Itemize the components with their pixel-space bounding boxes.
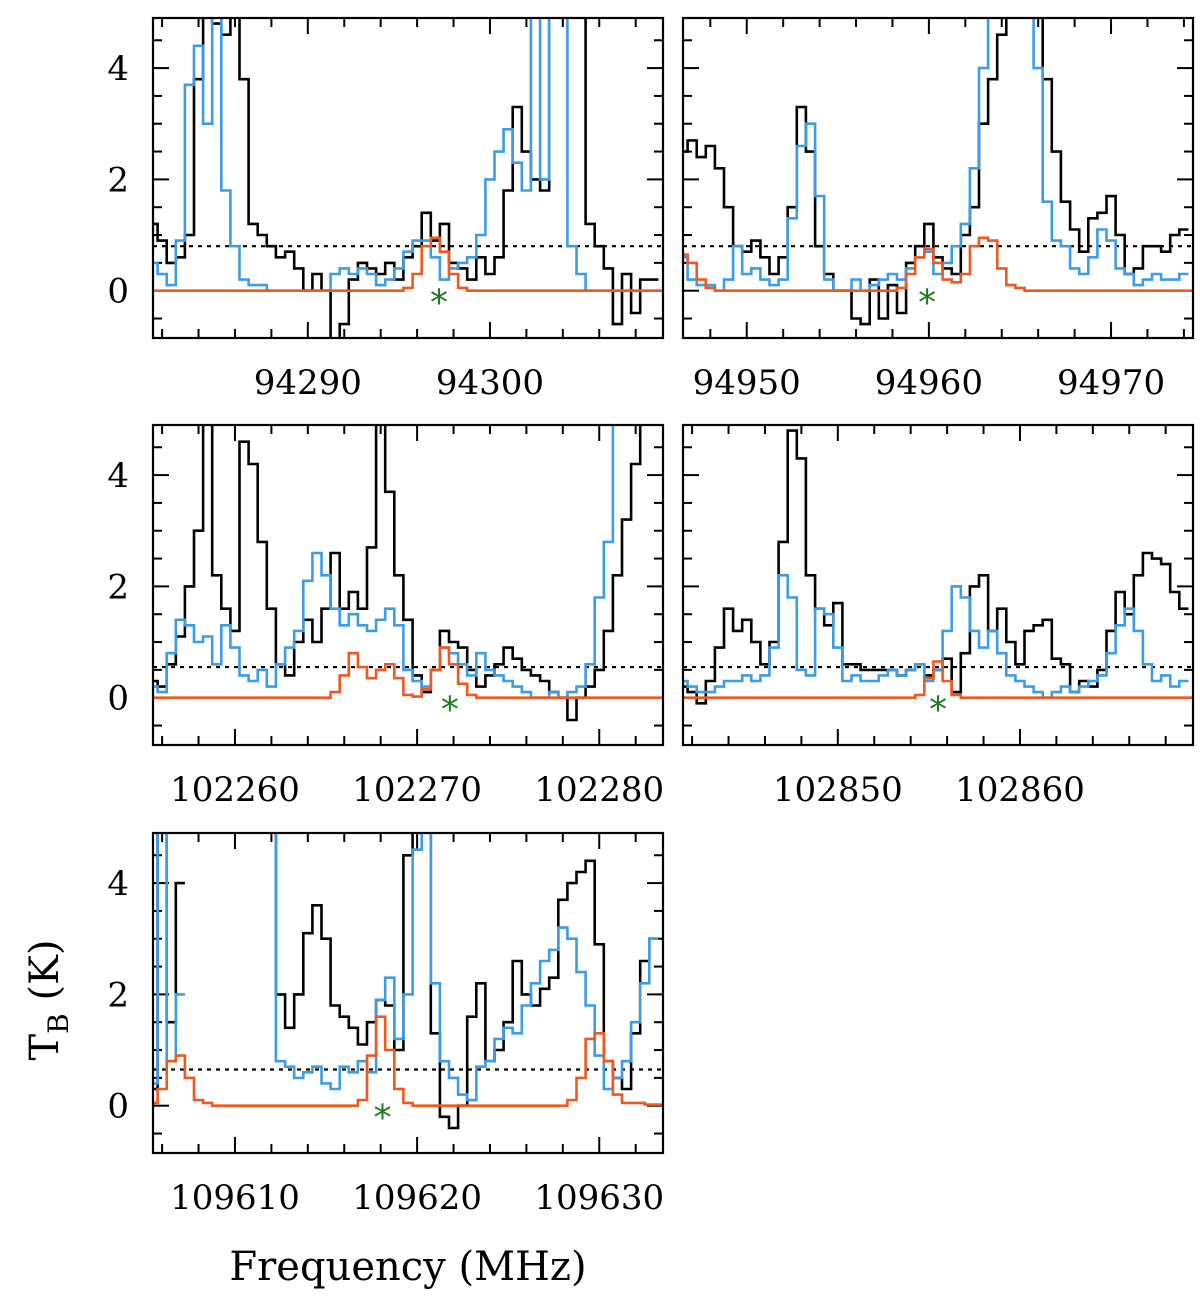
y-tick-label: 2 <box>107 567 129 607</box>
panel-frame <box>681 423 1195 747</box>
panel-1: 94290 94300 0 2 4 * <box>107 16 665 403</box>
panel-5: 109610 109620 109630 0 2 4 * <box>107 831 665 1218</box>
y-tick-label: 0 <box>107 1087 129 1127</box>
y-tick-label: 4 <box>107 456 129 496</box>
series-molecule-model <box>683 236 1193 292</box>
x-tick-label: 94970 <box>1057 363 1165 403</box>
transition-marker: * <box>918 283 936 324</box>
transition-marker: * <box>441 690 459 731</box>
x-axis-label: Frequency (MHz) <box>229 1244 586 1290</box>
series-observed <box>153 18 659 338</box>
y-tick-label: 2 <box>107 975 129 1015</box>
panel-2: 94950 94960 94970 * <box>681 16 1195 403</box>
panel-4: 102850 102860* <box>681 423 1195 810</box>
x-tick-label: 109620 <box>352 1178 482 1218</box>
x-tick-label: 94950 <box>693 363 801 403</box>
series-molecule-model <box>683 660 1193 699</box>
series-molecule-model <box>153 646 663 699</box>
y-tick-label: 4 <box>107 864 129 904</box>
panel-frame <box>151 423 665 747</box>
panel-frame <box>681 16 1195 340</box>
series-all-species-model <box>153 833 659 1102</box>
x-tick-label: 94300 <box>436 363 544 403</box>
series-observed <box>153 833 659 1130</box>
series-all-species-model <box>153 18 659 292</box>
panel-frame <box>151 16 665 340</box>
ticks <box>153 833 663 1153</box>
series-observed <box>153 425 642 722</box>
y-axis-label: TB (K) <box>22 939 75 1060</box>
ticks <box>683 18 1193 338</box>
y-tick-label: 2 <box>107 160 129 200</box>
x-tick-label: 102860 <box>955 770 1085 810</box>
series-observed <box>683 18 1189 326</box>
ticks <box>683 425 1193 745</box>
x-tick-label: 94960 <box>875 363 983 403</box>
transition-marker: * <box>929 690 947 731</box>
x-tick-label: 102270 <box>352 770 482 810</box>
ticks <box>153 18 663 338</box>
y-tick-label: 0 <box>107 272 129 312</box>
x-tick-label: 102280 <box>534 770 664 810</box>
x-tick-label: 102260 <box>170 770 300 810</box>
panel-3: 102260 102270 102280 0 2 4 * <box>107 423 665 810</box>
x-tick-label: 109630 <box>534 1178 664 1218</box>
x-tick-label: 94290 <box>254 363 362 403</box>
transition-marker: * <box>430 283 448 324</box>
x-tick-label: 109610 <box>170 1178 300 1218</box>
x-tick-label: 102850 <box>773 770 903 810</box>
y-tick-label: 0 <box>107 679 129 719</box>
y-tick-label: 4 <box>107 49 129 89</box>
transition-marker: * <box>374 1098 392 1139</box>
series-molecule-model <box>153 236 663 292</box>
series-all-species-model <box>153 425 615 699</box>
panel-frame <box>151 831 665 1155</box>
series-molecule-model <box>153 1015 663 1107</box>
